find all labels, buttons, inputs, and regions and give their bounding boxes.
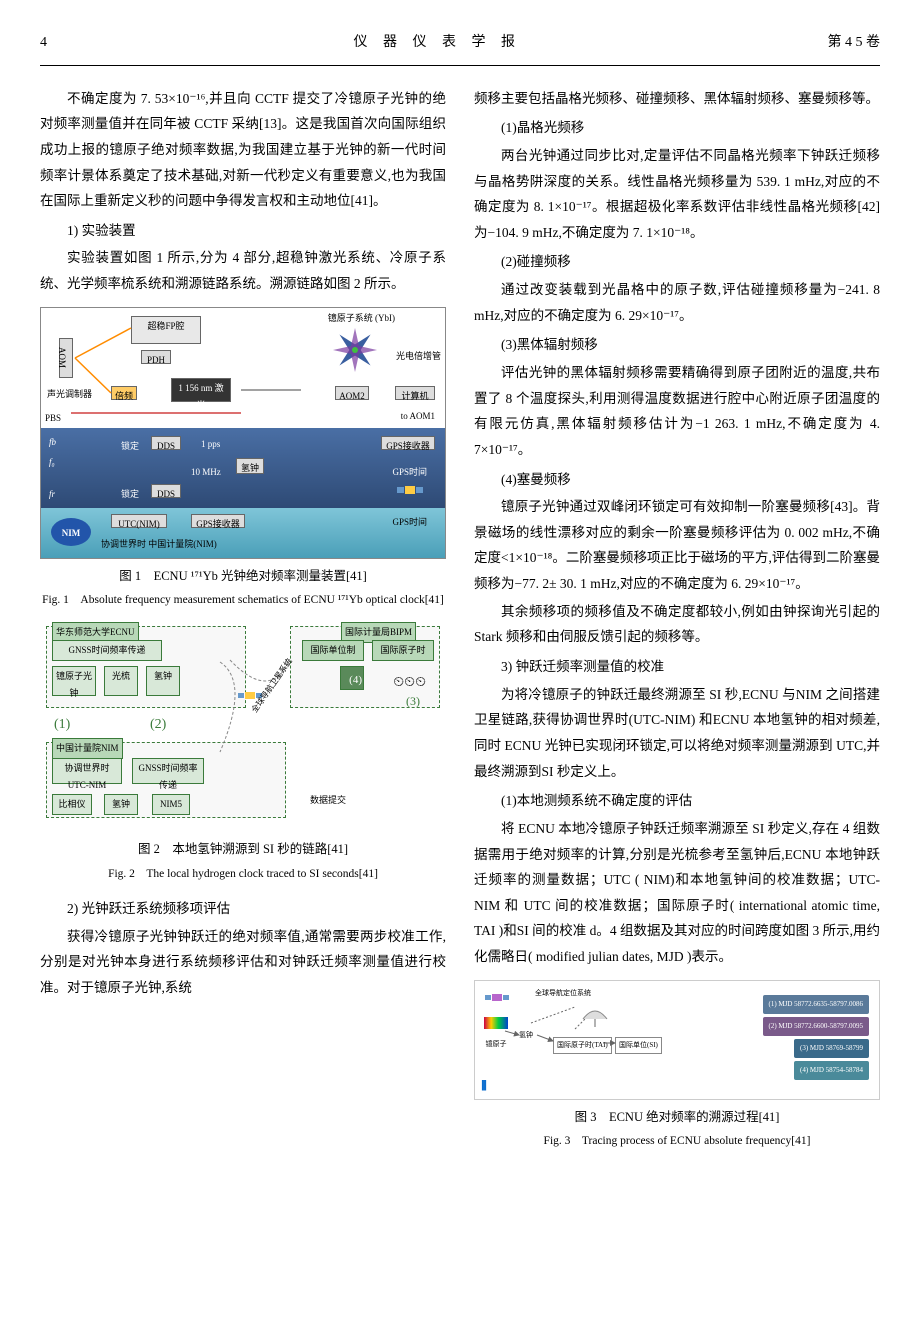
fig1-utc-desc: 协调世界时 中国计量院(NIM) xyxy=(101,536,217,553)
satellite-icon xyxy=(395,478,425,504)
fig1-pps: 1 pps xyxy=(201,436,220,453)
section-1-body: 实验装置如图 1 所示,分为 4 部分,超稳钟激光系统、冷原子系统、光学频率梳系… xyxy=(40,245,446,296)
fig1-gpstime2: GPS时间 xyxy=(392,514,427,531)
fig2-gnss-ecnu: GNSS时间频率传递 xyxy=(52,640,162,661)
para-intro: 不确定度为 7. 53×10⁻¹⁶,并且向 CCTF 提交了冷镱原子光钟的绝对频… xyxy=(40,86,446,214)
fig3-yb: 镱原子 xyxy=(481,1017,511,1052)
fig2-utcnim: 协调世界时UTC-NIM xyxy=(52,758,122,784)
item5-title: (1)本地测频系统不确定度的评估 xyxy=(474,788,880,814)
fig1-caption-en: Fig. 1 Absolute frequency measurement sc… xyxy=(40,590,446,612)
fig2-submit: 数据提交 xyxy=(310,792,346,809)
fig3-comb-icon: |||||||||| xyxy=(481,1073,485,1096)
fig3-bar4: (4) MJD 58754-58784 xyxy=(794,1061,869,1080)
figure-1: AOM 声光调制器 超稳FP腔 PDH 倍频 1 156 nm 激光 PBS 镱… xyxy=(40,307,446,613)
fig2-num3: (3) xyxy=(406,690,420,713)
fig1-top-panel: AOM 声光调制器 超稳FP腔 PDH 倍频 1 156 nm 激光 PBS 镱… xyxy=(41,308,445,428)
fig2-tai: 国际原子时 xyxy=(372,640,434,661)
volume-label: 第 4 5 卷 xyxy=(828,30,881,57)
item4-body: 镱原子光钟通过双峰闭环锁定可有效抑制一阶塞曼频移[43]。背景磁场的线性漂移对应… xyxy=(474,494,880,597)
two-column-layout: 不确定度为 7. 53×10⁻¹⁶,并且向 CCTF 提交了冷镱原子光钟的绝对频… xyxy=(40,86,880,1164)
right-column: 频移主要包括晶格光频移、碰撞频移、黑体辐射频移、塞曼频移等。 (1)晶格光频移 … xyxy=(474,86,880,1164)
fig3-bar2: (2) MJD 58772.6600-58797.0095 xyxy=(763,1017,870,1036)
fig1-to-aom1: to AOM1 xyxy=(401,408,435,425)
figure-3-graphic: 全球导航定位系统 镱原子 氢钟 国际原子时(TAI) xyxy=(474,980,880,1100)
item2-title: (2)碰撞频移 xyxy=(474,249,880,275)
fig1-gpsrx: GPS接收器 xyxy=(381,436,435,450)
fig2-nim5: NIM5 xyxy=(152,794,190,815)
fig1-dds2: DDS xyxy=(151,484,181,498)
fig1-fb: fb xyxy=(49,434,56,451)
fig1-sound-mod-label: 声光调制器 xyxy=(47,386,92,403)
fig2-phase: 比相仪 xyxy=(52,794,92,815)
page-header: 4 仪 器 仪 表 学 报 第 4 5 卷 xyxy=(40,30,880,66)
fig2-yb: 镱原子光钟 xyxy=(52,666,96,696)
fig2-caption-cn: 图 2 本地氢钟溯源到 SI 秒的链路[41] xyxy=(40,838,446,862)
fig1-doubler: 倍频 xyxy=(111,386,137,400)
section-3-body: 为将冷镱原子的钟跃迁最终溯源至 SI 秒,ECNU 与NIM 之间搭建卫星链路,… xyxy=(474,682,880,785)
fig1-fr: fr xyxy=(49,486,55,503)
fig1-computer: 计算机 xyxy=(395,386,435,400)
fig2-caption-en: Fig. 2 The local hydrogen clock traced t… xyxy=(40,864,446,886)
section-2-title: 2) 光钟跃迁系统频移项评估 xyxy=(40,896,446,922)
fig3-caption-cn: 图 3 ECNU 绝对频率的溯源过程[41] xyxy=(474,1106,880,1130)
figure-3: 全球导航定位系统 镱原子 氢钟 国际原子时(TAI) xyxy=(474,980,880,1154)
fig1-utcnim: UTC(NIM) xyxy=(111,514,167,528)
right-para1: 频移主要包括晶格光频移、碰撞频移、黑体辐射频移、塞曼频移等。 xyxy=(474,86,880,112)
fig1-pbs-label: PBS xyxy=(45,410,61,427)
fig1-pdh: PDH xyxy=(141,350,171,364)
item3-title: (3)黑体辐射频移 xyxy=(474,332,880,358)
fig3-si: 国际单位(SI) xyxy=(615,1037,662,1054)
item1-body: 两台光钟通过同步比对,定量评估不同晶格光频率下钟跃迁频移与晶格势阱深度的关系。线… xyxy=(474,143,880,246)
item5-body: 将 ECNU 本地冷镱原子钟跃迁频率溯源至 SI 秒定义,存在 4 组数据需用于… xyxy=(474,816,880,970)
fig1-caption-cn: 图 1 ECNU ¹⁷¹Yb 光钟绝对频率测量装置[41] xyxy=(40,565,446,589)
fig1-mhz: 10 MHz xyxy=(191,464,221,481)
fig2-hclock2: 氢钟 xyxy=(104,794,138,815)
fig1-pmt-label: 光电倍增管 xyxy=(396,348,441,365)
fig2-hclock: 氢钟 xyxy=(146,666,180,696)
fig2-comb: 光梳 xyxy=(104,666,138,696)
fig2-num1: (1) xyxy=(54,712,70,739)
fig2-si: 国际单位制 xyxy=(302,640,364,661)
fig1-lock2: 锁定 xyxy=(121,486,139,503)
item3-body: 评估光钟的黑体辐射频移需要精确得到原子团附近的温度,共布置了 8 个温度探头,利… xyxy=(474,360,880,463)
para-other: 其余频移项的频移值及不确定度都较小,例如由钟探询光引起的Stark 频移和由伺服… xyxy=(474,599,880,650)
fig2-nim-title: 中国计量院NIM xyxy=(52,738,123,759)
left-column: 不确定度为 7. 53×10⁻¹⁶,并且向 CCTF 提交了冷镱原子光钟的绝对频… xyxy=(40,86,446,1164)
journal-title: 仪 器 仪 表 学 报 xyxy=(354,30,522,57)
svg-text:NIM: NIM xyxy=(62,528,81,538)
item1-title: (1)晶格光频移 xyxy=(474,115,880,141)
fig1-mid-panel: fb f₀ fr 锁定 DDS 锁定 DDS 1 pps 10 MHz 氢钟 G… xyxy=(41,428,445,508)
fig1-dds1: DDS xyxy=(151,436,181,450)
figure-1-graphic: AOM 声光调制器 超稳FP腔 PDH 倍频 1 156 nm 激光 PBS 镱… xyxy=(40,307,446,559)
fig1-yb-atom-icon xyxy=(325,320,385,380)
fig1-f0: f₀ xyxy=(49,454,55,471)
fig2-num4: (4) xyxy=(349,670,362,691)
fig1-bot-panel: NIM UTC(NIM) GPS接收器 GPS时间 协调世界时 中国计量院(NI… xyxy=(41,508,445,558)
nim-logo-icon: NIM xyxy=(49,516,93,548)
fig3-bar1: (1) MJD 58772.6635-58797.0086 xyxy=(763,995,870,1014)
fig3-bar3: (3) MJD 58769-58799 xyxy=(794,1039,869,1058)
figure-2-graphic: 华东师范大学ECNU GNSS时间频率传递 镱原子光钟 光梳 氢钟 (1) (2… xyxy=(40,622,446,832)
fig3-h: 氢钟 xyxy=(519,1029,533,1042)
fig1-laser: 1 156 nm 激光 xyxy=(171,378,231,402)
section-2-body: 获得冷镱原子光钟钟跃迁的绝对频率值,通常需要两步校准工作,分别是对光钟本身进行系… xyxy=(40,924,446,1001)
section-3-title: 3) 钟跃迁频率测量值的校准 xyxy=(474,654,880,680)
fig1-aom2: AOM2 xyxy=(335,386,369,400)
fig1-aom-box: AOM xyxy=(59,338,73,378)
fig3-dish-icon xyxy=(575,999,615,1029)
fig1-lock1: 锁定 xyxy=(121,438,139,455)
fig2-gnssnim: GNSS时间频率传递 xyxy=(132,758,204,784)
section-1-title: 1) 实验装置 xyxy=(40,218,446,244)
fig3-tai: 国际原子时(TAI) xyxy=(553,1037,612,1054)
figure-2: 华东师范大学ECNU GNSS时间频率传递 镱原子光钟 光梳 氢钟 (1) (2… xyxy=(40,622,446,886)
item4-title: (4)塞曼频移 xyxy=(474,467,880,493)
fig3-sat-icon xyxy=(483,987,511,1009)
fig1-fp-cavity: 超稳FP腔 xyxy=(131,316,201,344)
item2-body: 通过改变装载到光晶格中的原子数,评估碰撞频移量为−241. 8 mHz,对应的不… xyxy=(474,277,880,328)
fig1-hclock: 氢钟 xyxy=(236,458,264,474)
fig3-caption-en: Fig. 3 Tracing process of ECNU absolute … xyxy=(474,1131,880,1153)
fig2-num2: (2) xyxy=(150,712,166,739)
fig1-gpsrx2: GPS接收器 xyxy=(191,514,245,528)
page-number: 4 xyxy=(40,30,47,57)
